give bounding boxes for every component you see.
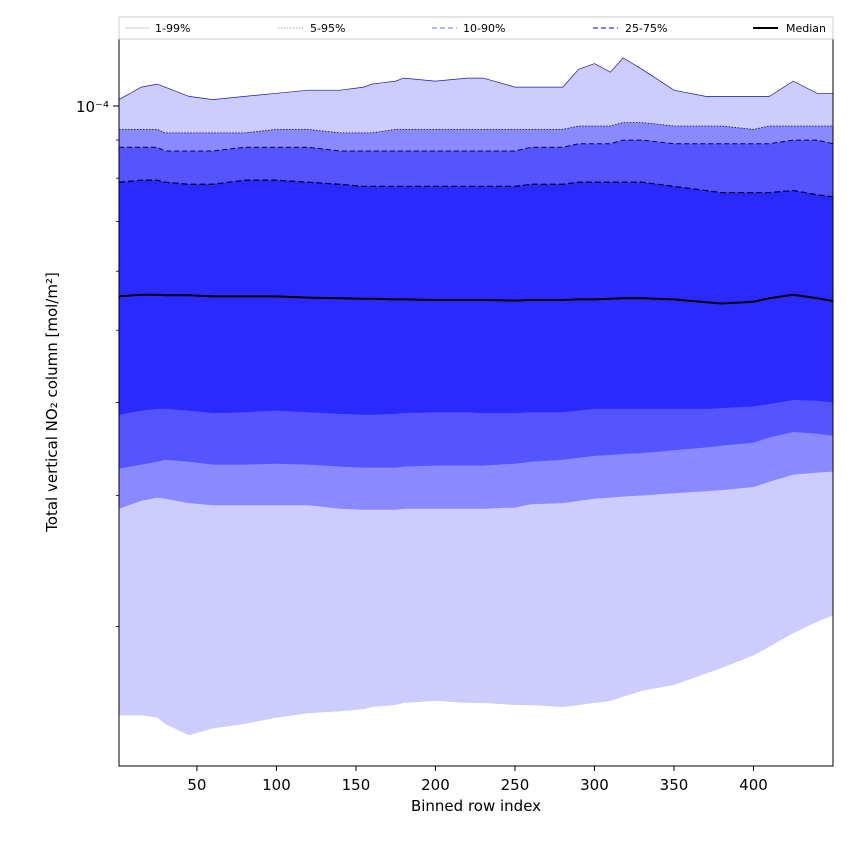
band-1-to-99-upper-edge xyxy=(118,57,833,100)
band-25-to-75-area xyxy=(119,180,833,415)
legend-label-25-to-75: 25-75% xyxy=(625,22,667,35)
y-axis-ticks: 10⁻⁴ xyxy=(76,98,119,628)
x-tick-label-100: 100 xyxy=(262,776,291,794)
x-tick-label-50: 50 xyxy=(187,776,206,794)
legend-label-median: Median xyxy=(786,22,826,35)
legend: 1-99% 5-95% 10-90% 25-75% Median xyxy=(118,16,834,40)
band-10-to-90-upper-edge xyxy=(119,139,834,152)
x-tick-label-300: 300 xyxy=(580,776,609,794)
x-axis-ticks: 50 100 150 200 250 300 350 400 xyxy=(187,766,768,794)
percentile-bands xyxy=(119,58,833,736)
legend-label-5-to-95: 5-95% xyxy=(310,22,345,35)
x-axis-label: Binned row index xyxy=(411,797,541,815)
legend-label-1-to-99: 1-99% xyxy=(155,22,190,35)
legend-label-10-to-90: 10-90% xyxy=(463,22,505,35)
x-tick-label-400: 400 xyxy=(739,776,768,794)
band-5-to-95-upper-edge xyxy=(119,122,833,134)
x-tick-label-250: 250 xyxy=(501,776,530,794)
x-tick-label-350: 350 xyxy=(660,776,689,794)
y-axis-label: Total vertical NO₂ column [mol/m²] xyxy=(43,272,61,533)
legend-frame xyxy=(118,16,834,40)
y-major-tick-label: 10⁻⁴ xyxy=(76,98,109,116)
x-tick-label-200: 200 xyxy=(421,776,450,794)
x-tick-label-150: 150 xyxy=(342,776,371,794)
median-line-group xyxy=(118,293,834,305)
band-edge-lines xyxy=(118,57,834,198)
band-25-to-75-upper-edge xyxy=(118,179,834,198)
median-line xyxy=(118,293,834,305)
